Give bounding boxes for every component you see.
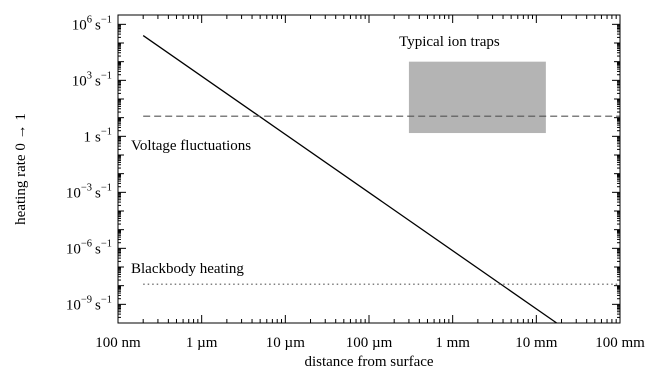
region-0 — [408, 61, 546, 134]
y-tick-base: 10 — [66, 241, 81, 257]
y-tick-label-4: 10−6 s−1 — [66, 238, 112, 257]
y-tick-exponent: −3 — [81, 182, 92, 193]
y-tick-base: 10 — [72, 73, 87, 89]
y-tick-unit: s — [95, 17, 101, 33]
y-tick-unit: s — [95, 241, 101, 257]
x-tick-label-5: 10 mm — [515, 335, 557, 351]
y-tick-base: 10 — [66, 185, 81, 201]
x-tick-label-3: 100 µm — [346, 335, 393, 351]
y-tick-base: 10 — [66, 297, 81, 313]
x-axis-title: distance from surface — [304, 354, 433, 370]
y-tick-label-2: 1 s−1 — [83, 126, 112, 145]
ticks-layer — [117, 15, 621, 324]
y-tick-unit-exponent: −1 — [101, 294, 112, 305]
y-tick-unit: s — [95, 129, 101, 145]
x-tick-label-2: 10 µm — [266, 335, 305, 351]
x-tick-label-0: 100 nm — [95, 335, 141, 351]
series-layer — [142, 35, 620, 324]
y-tick-unit: s — [95, 73, 101, 89]
y-tick-exponent: −6 — [81, 238, 92, 249]
y-tick-base: 10 — [72, 17, 87, 33]
series-line-0 — [142, 35, 558, 324]
region-label-ion-traps: Typical ion traps — [399, 34, 500, 50]
y-tick-unit: s — [95, 297, 101, 313]
y-tick-label-5: 10−9 s−1 — [66, 294, 112, 313]
y-tick-unit-exponent: −1 — [101, 182, 112, 193]
x-tick-label-1: 1 µm — [186, 335, 218, 351]
y-tick-unit: s — [95, 185, 101, 201]
y-tick-unit-exponent: −1 — [101, 126, 112, 137]
y-tick-label-0: 106 s−1 — [72, 14, 112, 33]
annotation-voltage-fluctuations: Voltage fluctuations — [131, 138, 251, 154]
y-tick-unit-exponent: −1 — [101, 14, 112, 25]
y-axis-title: heating rate 0 → 1 — [13, 113, 29, 225]
annotation-blackbody-heating: Blackbody heating — [131, 261, 244, 277]
y-tick-exponent: 3 — [87, 70, 92, 81]
y-tick-unit-exponent: −1 — [101, 238, 112, 249]
y-tick-exponent: −9 — [81, 294, 92, 305]
y-tick-unit-exponent: −1 — [101, 70, 112, 81]
y-tick-base: 1 — [83, 129, 91, 145]
regions-layer — [408, 61, 546, 134]
y-tick-exponent: 6 — [87, 14, 92, 25]
y-tick-label-3: 10−3 s−1 — [66, 182, 112, 201]
x-tick-label-4: 1 mm — [435, 335, 470, 351]
x-tick-label-6: 100 mm — [595, 335, 645, 351]
y-tick-label-1: 103 s−1 — [72, 70, 112, 89]
